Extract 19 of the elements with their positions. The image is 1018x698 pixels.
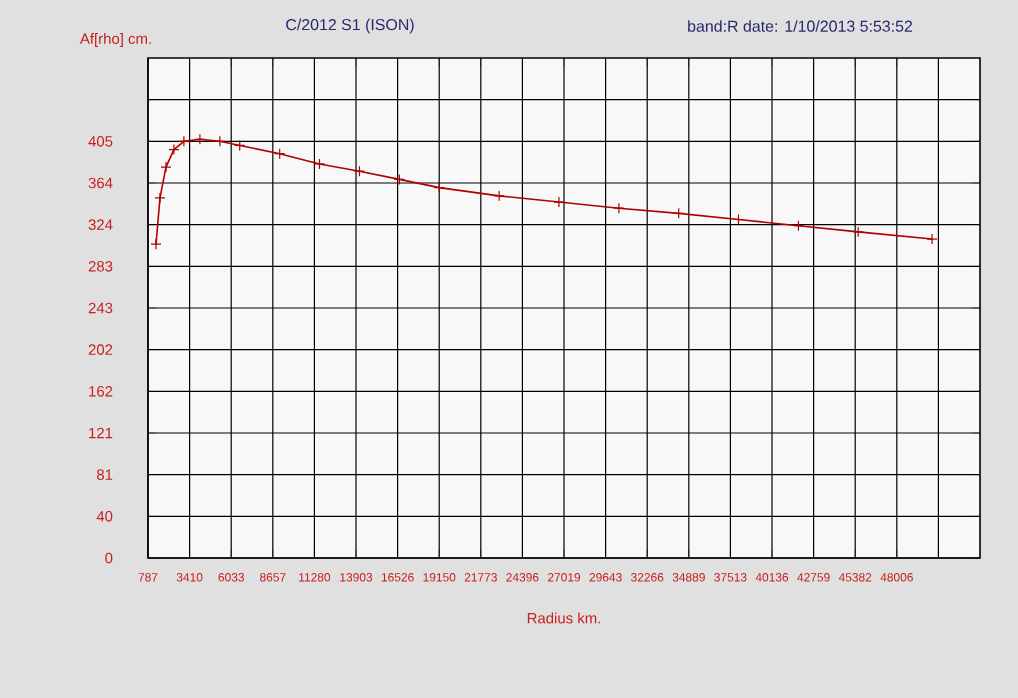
point xyxy=(234,139,246,152)
point xyxy=(353,165,366,177)
point xyxy=(178,135,190,147)
point xyxy=(852,226,864,238)
point xyxy=(160,161,172,173)
point xyxy=(214,135,226,147)
point xyxy=(313,158,326,170)
point xyxy=(732,213,745,226)
point xyxy=(433,182,445,194)
point xyxy=(673,207,685,219)
point xyxy=(493,190,505,202)
point xyxy=(613,202,625,214)
point xyxy=(154,192,166,204)
point xyxy=(194,133,206,145)
point xyxy=(393,173,405,185)
point xyxy=(792,220,804,232)
point xyxy=(274,148,286,160)
point xyxy=(168,143,180,156)
point xyxy=(553,196,565,208)
